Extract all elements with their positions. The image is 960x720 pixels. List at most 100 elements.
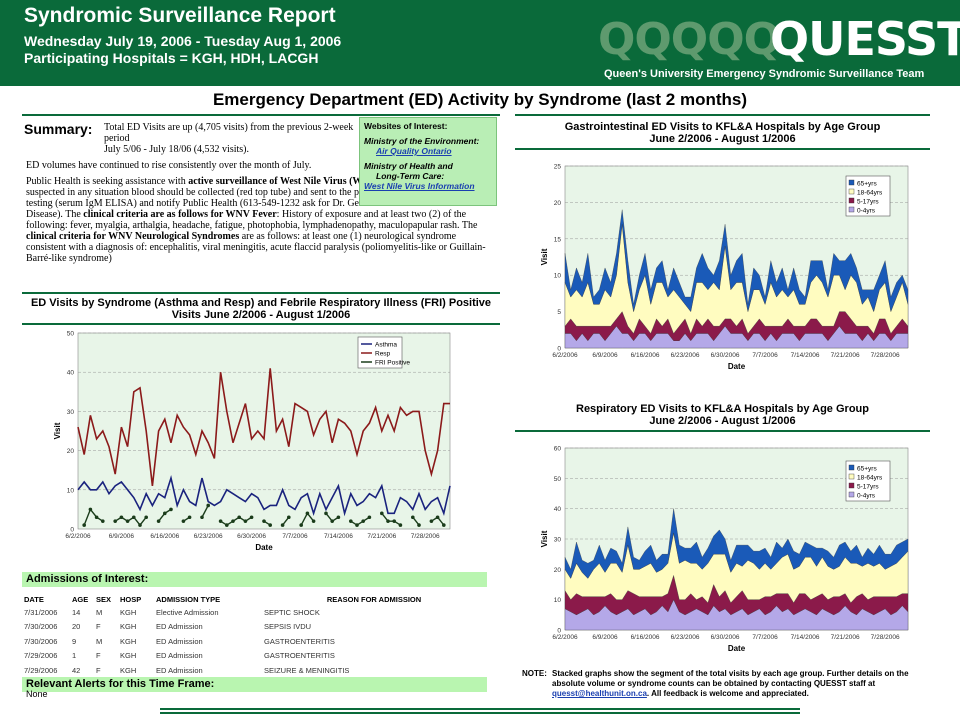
fri-positive-line <box>381 512 401 526</box>
resp-age-chart-title: Respiratory ED Visits to KFL&A Hospitals… <box>515 403 930 427</box>
divider <box>22 292 500 294</box>
note-body-end: . All feedback is welcome and appreciate… <box>646 689 809 698</box>
gi-x-tick-label: 6/30/2006 <box>711 352 740 359</box>
summary-volume-text: ED volumes have continued to rise consis… <box>26 160 312 171</box>
participating-hospitals: Participating Hospitals = KGH, HDH, LACG… <box>24 50 319 66</box>
divider <box>22 114 500 116</box>
air-quality-ontario-link[interactable]: Air Quality Ontario <box>376 146 452 156</box>
admission-cell: SEPTIC SHOCK <box>264 607 320 617</box>
respage-y-tick-label: 20 <box>554 567 562 574</box>
respage-legend-label: 5-17yrs <box>857 484 879 491</box>
admission-row: 7/31/2006 14 M KGH Elective Admission SEPTIC … <box>24 605 484 620</box>
gi-x-tick-label: 7/28/2006 <box>871 352 900 359</box>
wnv-text-e: : History of exposure and at least two (… <box>26 209 478 231</box>
admission-cell: ED Admission <box>156 651 203 661</box>
report-title: Syndromic Surveillance Report <box>24 4 336 27</box>
fri-positive-line <box>114 516 147 527</box>
col-hosp: HOSP <box>120 594 142 604</box>
report-header: Syndromic Surveillance Report Wednesday … <box>0 0 960 86</box>
respage-legend-swatch <box>848 464 855 471</box>
admission-cell: ED Admission <box>156 622 203 632</box>
admission-cell: 7/30/2006 <box>24 636 58 646</box>
admission-cell: 7/29/2006 <box>24 665 58 675</box>
respage-x-tick-label: 6/9/2006 <box>592 634 618 641</box>
respage-x-tick-label: 7/7/2006 <box>752 634 778 641</box>
admission-row: 7/30/2006 20 F KGH ED Admission SEPSIS IVDU <box>24 620 484 635</box>
respage-x-tick-label: 6/30/2006 <box>711 634 740 641</box>
fri-positive-line <box>183 516 190 522</box>
admission-cell: F <box>96 622 101 632</box>
admission-cell: SEPSIS IVDU <box>264 622 312 632</box>
resp-x-tick-label: 6/9/2006 <box>109 533 135 540</box>
resp-legend-label: Resp <box>375 351 391 358</box>
respage-x-tick-label: 6/16/2006 <box>631 634 660 641</box>
fri-positive-line <box>300 512 315 526</box>
respage-y-tick-label: 60 <box>554 446 562 453</box>
fri-positive-line <box>325 512 339 523</box>
resp-x-axis-label: Date <box>255 543 273 552</box>
gi-legend-label: 18-64yrs <box>857 190 883 197</box>
fri-positive-line <box>431 516 445 526</box>
respage-y-tick-label: 0 <box>557 628 561 635</box>
gi-y-tick-label: 20 <box>554 200 562 207</box>
resp-y-axis-label: Visit <box>53 422 62 439</box>
gi-legend-label: 65+yrs <box>857 181 877 188</box>
gi-y-tick-label: 10 <box>554 273 562 280</box>
respage-legend-swatch <box>848 482 855 489</box>
alerts-value: None <box>26 689 48 699</box>
wnv-text-b: active surveillance of West Nile Virus (… <box>188 176 381 187</box>
admission-cell: 20 <box>72 622 81 632</box>
admission-cell: F <box>96 651 101 661</box>
gi-chart-title: Gastrointestinal ED Visits to KFL&A Hosp… <box>515 121 930 145</box>
admissions-title: Admissions of Interest: <box>22 572 487 587</box>
gi-legend-label: 5-17yrs <box>857 199 879 206</box>
admission-cell: 1 <box>72 651 77 661</box>
gi-x-tick-label: 7/7/2006 <box>752 352 778 359</box>
fri-positive-line <box>220 516 252 526</box>
col-sex: SEX <box>96 594 112 604</box>
admission-cell: 14 <box>72 607 81 617</box>
admission-row: 7/30/2006 9 M KGH ED Admission GASTROENTERITI… <box>24 634 484 649</box>
resp-x-tick-label: 6/23/2006 <box>194 533 223 540</box>
fri-positive-line <box>350 516 370 526</box>
admissions-header-row: DATE AGE SEX HOSP ADMISSION TYPE REASON … <box>24 593 484 605</box>
logo-ghost-letters: QQQQQ <box>598 14 781 65</box>
summary-label: Summary: <box>24 121 93 137</box>
resp-y-tick-label: 0 <box>70 527 74 534</box>
gi-chart-subtitle: June 2/2006 - August 1/2006 <box>649 133 796 145</box>
resp-chart-title: ED Visits by Syndrome (Asthma and Resp) … <box>30 297 492 321</box>
gi-y-tick-label: 15 <box>554 236 562 243</box>
resp-x-tick-label: 6/16/2006 <box>150 533 179 540</box>
fri-positive-line <box>201 505 209 518</box>
note-block: NOTE: Stacked graphs show the segment of… <box>522 669 932 699</box>
respage-x-tick-label: 7/21/2006 <box>831 634 860 641</box>
west-nile-virus-link[interactable]: West Nile Virus Information <box>364 181 475 191</box>
resp-x-tick-label: 7/7/2006 <box>282 533 308 540</box>
wnv-text-a: Public Health is seeking assistance with <box>26 176 189 187</box>
respage-x-tick-label: 6/2/2006 <box>552 634 578 641</box>
col-admission-type: ADMISSION TYPE <box>156 594 221 604</box>
resp-x-tick-label: 7/21/2006 <box>367 533 396 540</box>
resp-x-tick-label: 7/14/2006 <box>324 533 353 540</box>
resp-legend-label: Asthma <box>375 342 397 349</box>
ministry-health-label: Ministry of Health and <box>364 161 453 171</box>
quesst-logo: QUESST <box>770 12 960 66</box>
admission-cell: SEIZURE & MENINGITIS <box>264 665 350 675</box>
resp-x-tick-label: 6/2/2006 <box>65 533 91 540</box>
long-term-care-label: Long-Term Care: <box>376 171 445 181</box>
email-link[interactable]: quesst@healthunit.on.ca <box>552 689 647 698</box>
resp-y-tick-label: 20 <box>67 448 75 455</box>
divider <box>515 430 930 432</box>
fri-positive-line <box>412 516 420 526</box>
websites-of-interest-box: Websites of Interest: Ministry of the En… <box>359 117 497 206</box>
respage-legend-label: 18-64yrs <box>857 475 883 482</box>
gi-legend-swatch <box>848 188 855 195</box>
gi-x-tick-label: 6/23/2006 <box>671 352 700 359</box>
note-text: Stacked graphs show the segment of the t… <box>552 669 932 699</box>
respage-area-65plusyrs <box>564 508 909 579</box>
footer-rule <box>160 712 800 714</box>
respage-legend-swatch <box>848 473 855 480</box>
summary-visits-line: Total ED Visits are up (4,705 visits) fr… <box>104 122 354 144</box>
